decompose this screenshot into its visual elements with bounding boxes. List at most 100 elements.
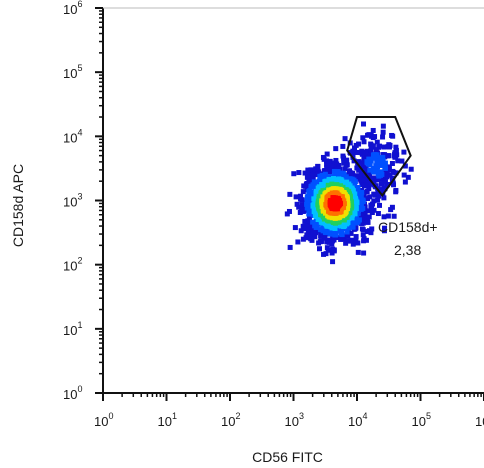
event-point (354, 217, 360, 223)
event-point (310, 172, 316, 178)
event-point (381, 228, 387, 234)
event-point (303, 183, 309, 189)
event-point (325, 247, 331, 253)
event-point (376, 193, 382, 199)
event-point (370, 135, 376, 141)
y-axis-title: CD158d APC (10, 164, 26, 247)
event-point (317, 227, 323, 233)
event-point (367, 162, 373, 168)
event-point (371, 198, 377, 204)
x-tick-label: 104 (348, 411, 367, 429)
event-point (361, 160, 367, 166)
event-point (321, 168, 327, 174)
event-point (390, 168, 396, 174)
event-point (345, 176, 351, 182)
event-point (346, 172, 352, 178)
x-tick-label: 100 (94, 411, 113, 429)
event-point (308, 231, 314, 237)
event-point (382, 161, 388, 167)
event-point (385, 153, 391, 159)
event-point (366, 186, 372, 192)
event-point (318, 238, 324, 244)
event-point (357, 173, 363, 179)
event-point (393, 144, 399, 150)
event-point (380, 134, 386, 140)
event-point (386, 164, 392, 170)
event-point (299, 197, 305, 203)
event-point (390, 175, 396, 181)
event-point (371, 191, 377, 197)
event-point (303, 223, 309, 229)
axis-ticks (95, 7, 484, 401)
event-point (343, 240, 349, 246)
event-point (292, 225, 298, 231)
event-point (287, 191, 293, 197)
event-point (327, 158, 333, 164)
event-point (304, 180, 310, 186)
event-point (365, 196, 371, 202)
event-point (380, 123, 386, 129)
event-point (372, 166, 378, 172)
event-point (291, 171, 297, 177)
event-point (360, 209, 366, 215)
event-point (378, 169, 384, 175)
event-point (405, 174, 411, 180)
event-point (344, 229, 350, 235)
event-point (375, 211, 381, 217)
event-point (306, 211, 312, 217)
event-point (346, 225, 352, 231)
event-point (319, 182, 325, 188)
event-point (316, 246, 322, 252)
event-point (352, 145, 358, 151)
event-point (395, 158, 401, 164)
event-point (374, 139, 380, 145)
event-point (387, 172, 393, 178)
data-points-layer (284, 121, 414, 265)
event-point (355, 185, 361, 191)
event-point (332, 201, 338, 207)
x-tick-label: 103 (285, 411, 304, 429)
event-point (349, 237, 355, 243)
event-point (305, 167, 311, 173)
event-point (374, 158, 380, 164)
event-point (342, 136, 348, 142)
event-point (345, 219, 351, 225)
event-point (340, 143, 346, 149)
y-tick-label: 102 (63, 256, 82, 274)
gate-name-label: CD158d+ (378, 219, 438, 235)
event-point (368, 180, 374, 186)
event-point (350, 218, 356, 224)
event-point (286, 208, 292, 214)
event-point (357, 199, 363, 205)
event-point (364, 188, 370, 194)
event-point (384, 182, 390, 188)
event-point (389, 160, 395, 166)
event-point (353, 238, 359, 244)
x-tick-labels: 100 101 102 103 104 105 106 (94, 411, 484, 429)
event-point (368, 158, 374, 164)
event-point (345, 238, 351, 244)
event-point (294, 201, 300, 207)
event-point (338, 170, 344, 176)
event-point (364, 183, 370, 189)
event-point (323, 251, 329, 257)
event-point (343, 162, 349, 168)
event-point (365, 150, 371, 156)
event-point (382, 225, 388, 231)
gate-polygon (346, 116, 412, 198)
x-tick-label: 106 (475, 411, 484, 429)
event-point (355, 249, 361, 255)
event-point (324, 151, 330, 157)
event-point (358, 220, 364, 226)
event-point (308, 167, 314, 173)
event-point (381, 214, 387, 220)
event-point (389, 204, 395, 210)
event-point (378, 187, 384, 193)
event-point (323, 229, 329, 235)
event-point (380, 158, 386, 164)
event-point (344, 233, 350, 239)
event-point (381, 195, 387, 201)
gate-percentage-label: 2,38 (394, 242, 421, 258)
event-point (356, 176, 362, 182)
event-point (350, 241, 356, 247)
